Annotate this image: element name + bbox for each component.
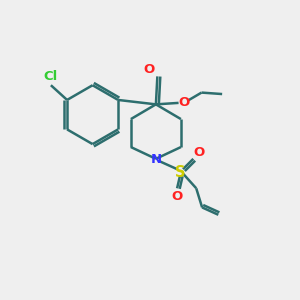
Text: O: O	[143, 62, 155, 76]
Text: O: O	[194, 146, 205, 159]
Text: O: O	[178, 96, 190, 110]
Text: S: S	[175, 165, 185, 180]
Text: Cl: Cl	[43, 70, 57, 83]
Text: O: O	[172, 190, 183, 203]
Text: N: N	[150, 153, 161, 166]
